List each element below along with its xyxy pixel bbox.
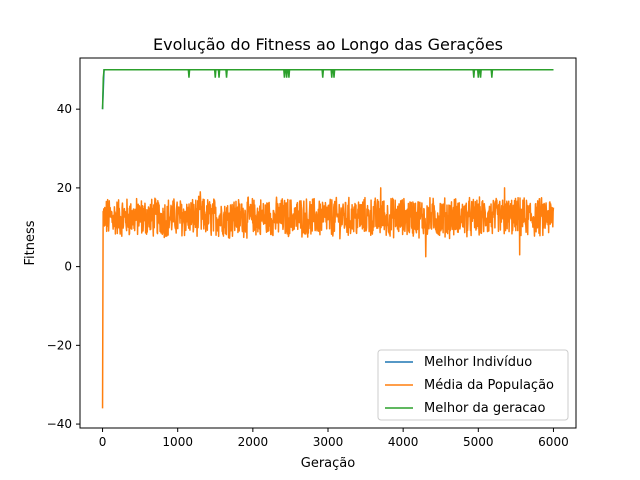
chart-title: Evolução do Fitness ao Longo das Geraçõe… (153, 35, 503, 54)
y-tick-label: −40 (47, 417, 72, 431)
series-line-media-populacao (101, 187, 555, 409)
x-tick-label: 4000 (388, 435, 419, 449)
plot-area (101, 69, 555, 409)
x-tick-label: 2000 (238, 435, 269, 449)
legend-label-melhor-individuo: Melhor Indivíduo (424, 355, 532, 370)
x-tick-label: 3000 (313, 435, 344, 449)
x-tick-label: 1000 (162, 435, 193, 449)
series-line-melhor-individuo (101, 69, 554, 110)
x-tick-label: 0 (99, 435, 107, 449)
y-axis: −40 −20 0 20 40 (47, 102, 80, 431)
legend-label-melhor-geracao: Melhor da geracao (424, 401, 546, 416)
x-axis: 0 1000 2000 3000 4000 5000 6000 (99, 428, 569, 449)
x-axis-label: Geração (301, 456, 355, 471)
legend: Melhor Indivíduo Média da População Melh… (377, 349, 569, 421)
y-tick-label: −20 (47, 338, 72, 352)
y-tick-label: 20 (57, 181, 72, 195)
x-tick-label: 5000 (463, 435, 494, 449)
legend-box (377, 349, 569, 421)
y-tick-label: 0 (64, 260, 72, 274)
y-tick-label: 40 (57, 102, 72, 116)
y-axis-label: Fitness (23, 220, 38, 265)
x-tick-label: 6000 (538, 435, 569, 449)
series-line-melhor-geracao (101, 69, 554, 110)
legend-label-media-populacao: Média da População (424, 378, 554, 393)
